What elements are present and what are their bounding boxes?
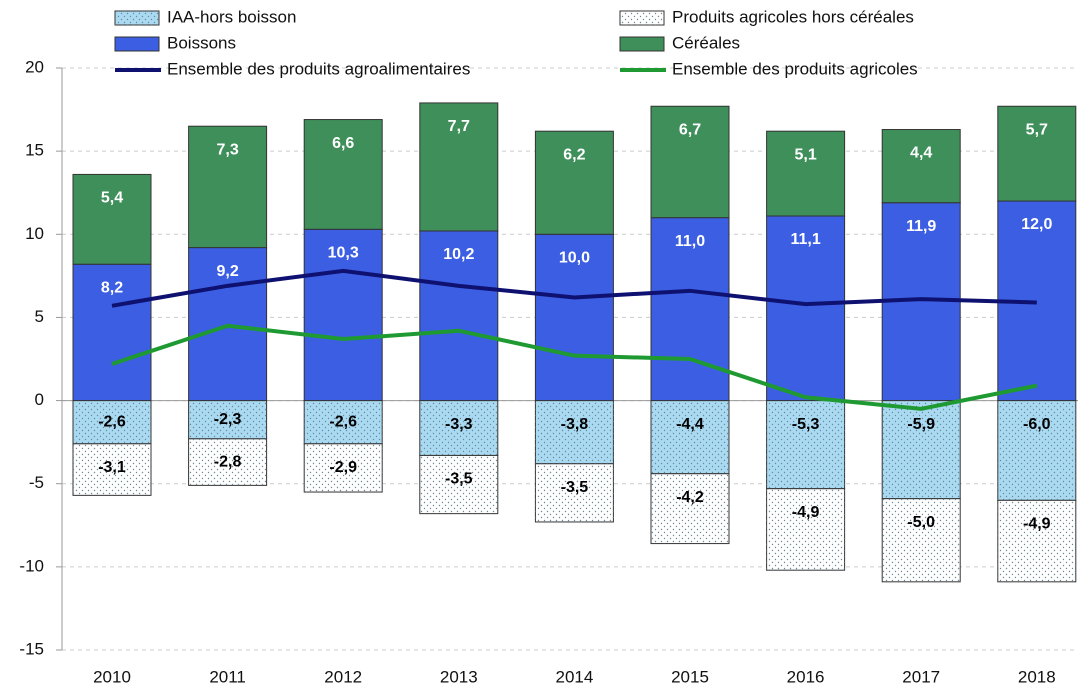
bar-segment xyxy=(766,215,846,402)
y-tick-label: -5 xyxy=(29,473,44,492)
x-tick-label: 2012 xyxy=(324,667,362,686)
bar-pattern xyxy=(997,500,1076,582)
bar-pattern xyxy=(997,400,1076,501)
legend-label: IAA-hors boisson xyxy=(167,7,296,26)
bar-segment xyxy=(650,105,730,219)
value-label: -2,6 xyxy=(98,413,126,430)
value-label: -5,0 xyxy=(907,514,935,531)
value-label: -5,9 xyxy=(907,416,935,433)
legend-label: Ensemble des produits agroalimentaires xyxy=(167,59,470,78)
value-label: 11,0 xyxy=(675,233,705,250)
line xyxy=(111,268,1037,308)
bar-pattern xyxy=(882,400,961,499)
bar-pattern xyxy=(535,463,614,522)
y-tick-label: 15 xyxy=(25,141,44,160)
bar-pattern xyxy=(419,455,498,514)
y-tick-label: 5 xyxy=(35,307,44,326)
x-tick-label: 2010 xyxy=(93,667,131,686)
legend-pattern xyxy=(620,11,664,25)
value-label: -2,3 xyxy=(214,411,242,428)
bar-segment xyxy=(766,130,846,217)
line xyxy=(111,323,1038,411)
bar-pattern xyxy=(766,400,845,489)
value-label: 10,3 xyxy=(328,245,359,262)
bar-pattern xyxy=(535,400,614,464)
y-tick-label: -10 xyxy=(19,556,44,575)
bar-pattern xyxy=(73,443,151,496)
bar-pattern xyxy=(882,498,961,582)
bar-segment xyxy=(534,233,614,402)
legend-swatch xyxy=(619,36,665,52)
bar-pattern xyxy=(651,400,729,474)
value-label: 9,2 xyxy=(216,263,238,280)
value-label: -3,5 xyxy=(445,471,473,488)
bar-pattern xyxy=(651,473,729,544)
y-tick-label: 20 xyxy=(25,57,44,76)
bar-segment xyxy=(303,228,383,402)
bar-segment xyxy=(650,217,730,402)
value-label: 10,0 xyxy=(559,250,590,267)
x-tick-label: 2018 xyxy=(1018,667,1056,686)
value-label: -3,3 xyxy=(445,416,473,433)
legend-label: Céréales xyxy=(672,33,740,52)
bar-pattern xyxy=(304,400,383,444)
bar-pattern xyxy=(73,400,151,444)
y-tick-label: 0 xyxy=(35,390,44,409)
legend-label: Produits agricoles hors céréales xyxy=(672,7,914,26)
legend-label: Ensemble des produits agricoles xyxy=(672,59,918,78)
value-label: 6,2 xyxy=(563,146,585,163)
value-label: -2,9 xyxy=(329,459,357,476)
y-tick-label: 10 xyxy=(25,224,44,243)
bar-segment xyxy=(72,263,152,402)
x-tick-label: 2017 xyxy=(902,667,940,686)
x-tick-label: 2013 xyxy=(440,667,478,686)
value-label: 4,4 xyxy=(910,145,932,162)
bar-segment xyxy=(881,129,961,204)
legend-label: Boissons xyxy=(167,33,236,52)
value-label: -4,4 xyxy=(676,416,704,433)
value-label: -3,5 xyxy=(561,479,589,496)
x-tick-label: 2016 xyxy=(787,667,825,686)
bar-segment xyxy=(188,125,268,249)
value-label: -4,9 xyxy=(792,504,820,521)
value-label: -5,3 xyxy=(792,416,820,433)
bar-segment xyxy=(72,173,152,265)
bar-pattern xyxy=(188,400,267,439)
value-label: 6,7 xyxy=(679,121,701,138)
bar-pattern xyxy=(766,488,845,571)
value-label: -4,2 xyxy=(676,489,704,506)
y-tick-label: -15 xyxy=(19,639,44,658)
value-label: -3,8 xyxy=(561,416,589,433)
value-label: -6,0 xyxy=(1023,416,1051,433)
value-label: -4,9 xyxy=(1023,516,1051,533)
value-label: 5,1 xyxy=(794,146,816,163)
value-label: 5,7 xyxy=(1026,121,1048,138)
value-label: 10,2 xyxy=(443,246,474,263)
bar-segment xyxy=(997,105,1077,202)
legend-swatch xyxy=(114,36,160,52)
bar-pattern xyxy=(188,438,267,486)
value-label: 7,7 xyxy=(448,118,470,135)
value-label: 6,6 xyxy=(332,135,354,152)
bar-pattern xyxy=(419,400,498,456)
bar-segment xyxy=(419,230,499,402)
value-label: 5,4 xyxy=(101,190,123,207)
value-label: 7,3 xyxy=(216,141,238,158)
value-label: 8,2 xyxy=(101,279,123,296)
value-label: 12,0 xyxy=(1021,216,1052,233)
x-tick-label: 2011 xyxy=(209,667,246,686)
x-tick-label: 2015 xyxy=(671,667,709,686)
bar-segment xyxy=(534,130,614,235)
value-label: 11,1 xyxy=(790,231,820,248)
x-tick-label: 2014 xyxy=(555,667,593,686)
bar-pattern xyxy=(304,443,383,493)
value-label: -2,8 xyxy=(214,453,242,470)
value-label: -3,1 xyxy=(98,459,126,476)
legend-pattern xyxy=(115,11,159,25)
value-label: 11,9 xyxy=(906,218,936,235)
bar-segment xyxy=(303,119,383,230)
value-label: -2,6 xyxy=(329,413,357,430)
bar-segment xyxy=(419,102,499,232)
